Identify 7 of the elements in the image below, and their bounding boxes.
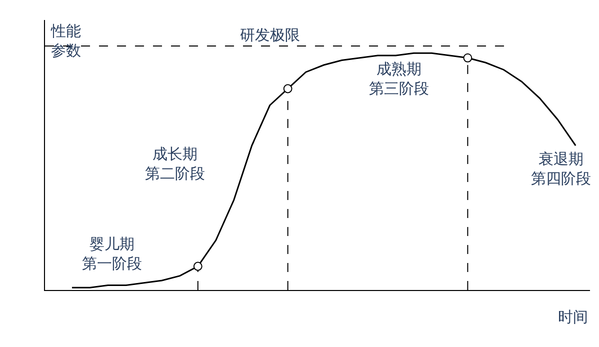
y-axis-title: 性能参数 bbox=[50, 22, 81, 60]
annotation: 成熟期第三阶段 bbox=[369, 60, 429, 98]
annotation: 婴儿期第一阶段 bbox=[82, 235, 142, 272]
annotation: 成长期第二阶段 bbox=[145, 145, 205, 182]
ref-line-label: 研发极限 bbox=[240, 26, 300, 44]
annotation: 衰退期第四阶段 bbox=[531, 150, 591, 188]
x-axis-title: 时间 bbox=[558, 308, 588, 326]
